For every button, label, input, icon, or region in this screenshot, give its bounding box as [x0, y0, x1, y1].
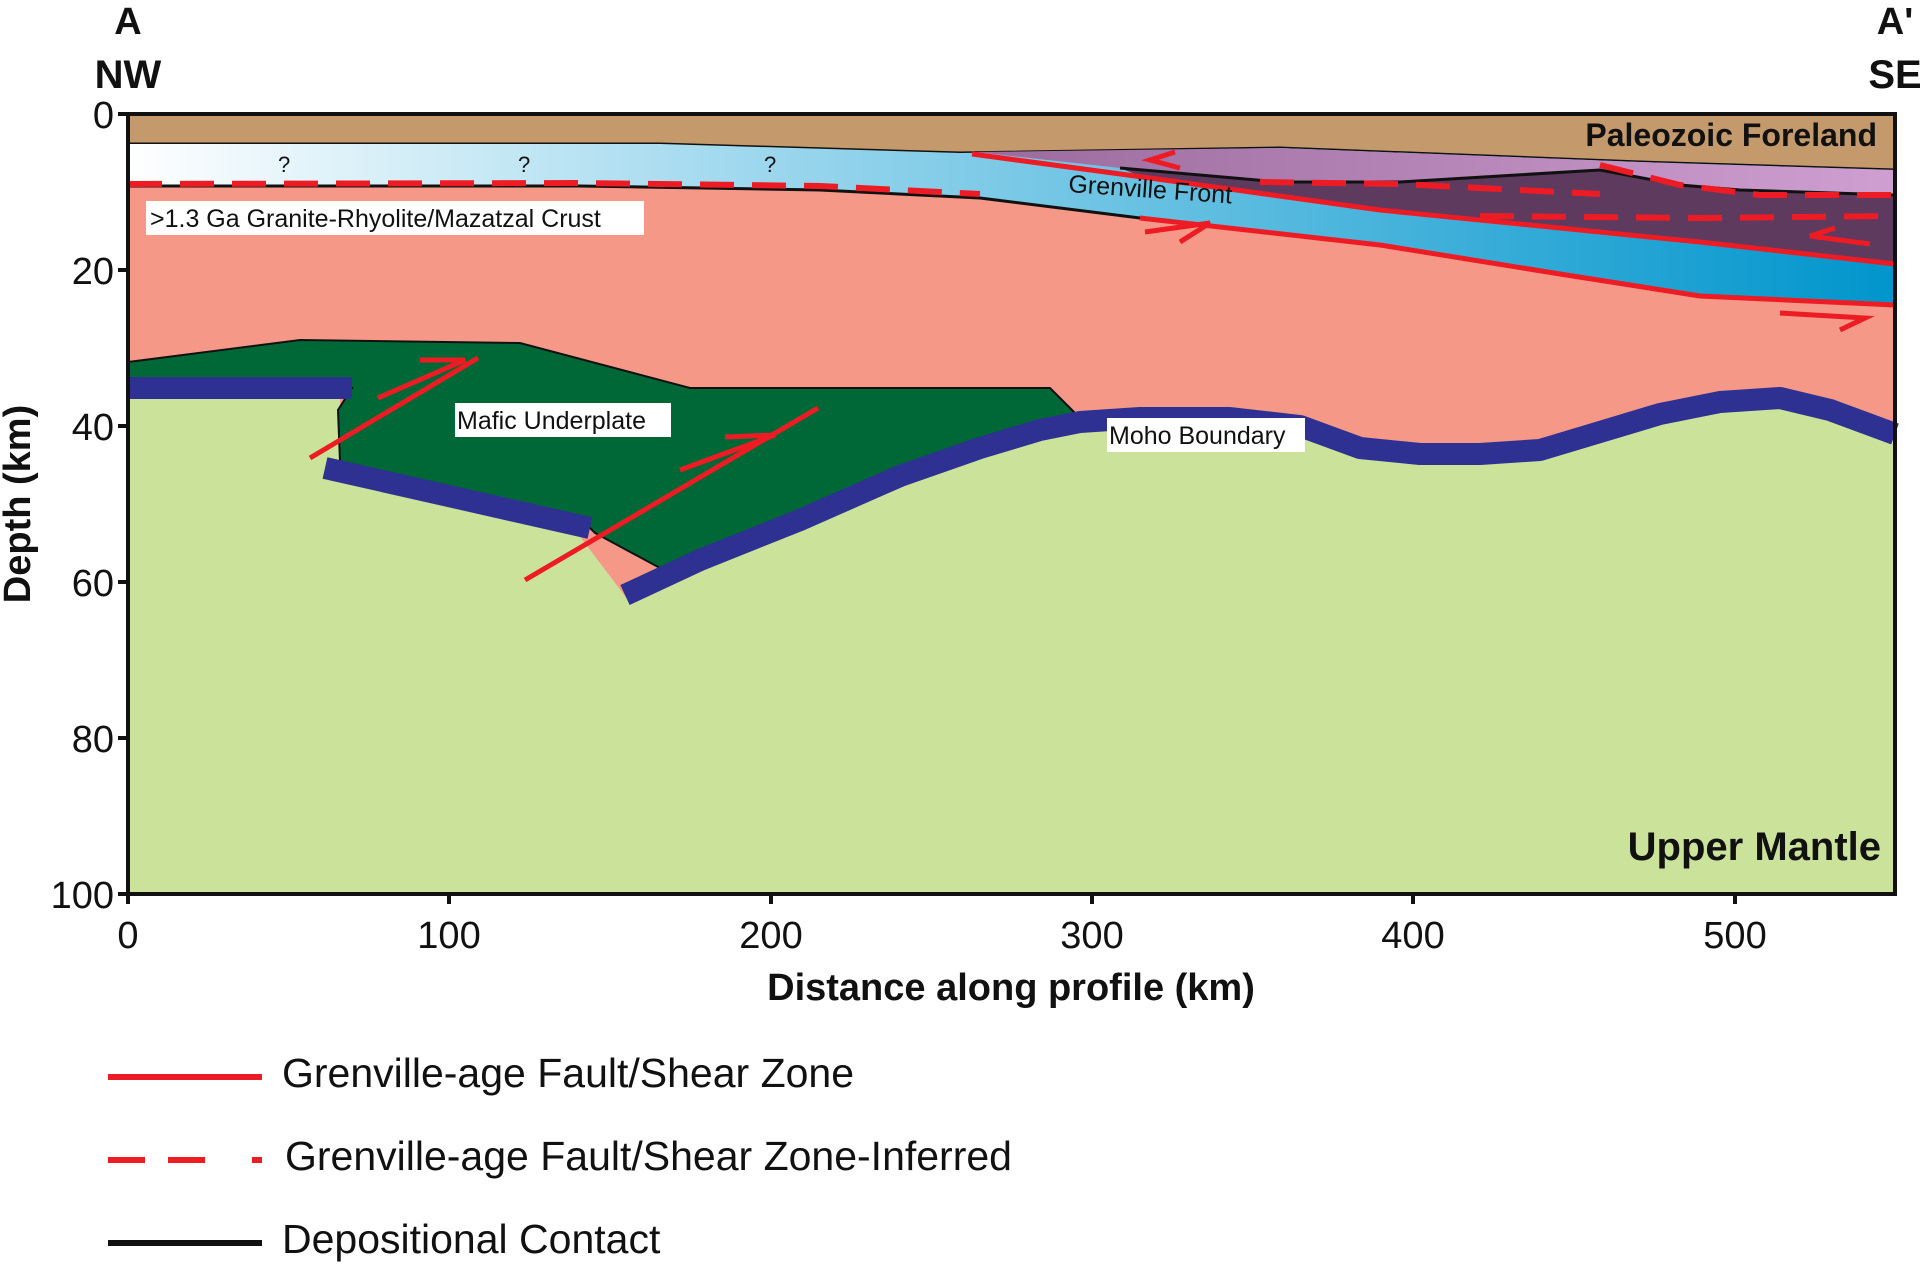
x-tick-label: 0 — [117, 915, 138, 957]
legend-label-fault-inferred: Grenville-age Fault/Shear Zone-Inferred — [285, 1133, 1012, 1179]
shear-sense-arrows — [376, 149, 1875, 473]
x-tick-label: 100 — [417, 915, 480, 957]
moho-label-box — [1107, 418, 1305, 452]
upper-thrust-sheet-region — [975, 148, 1895, 195]
crust-label-box — [146, 201, 644, 235]
crust-label: >1.3 Ga Granite-Rhyolite/Mazatzal Crust — [150, 205, 601, 233]
unknown-mark: ? — [278, 152, 290, 177]
moho-label: Moho Boundary — [1109, 422, 1286, 450]
moho-boundary — [128, 377, 1899, 605]
x-tick-label: 200 — [739, 915, 802, 957]
x-axis-label: Distance along profile (km) — [767, 967, 1255, 1009]
profile-end-direction: SE — [1868, 53, 1920, 97]
x-axis — [126, 894, 1737, 904]
y-tick-label: 60 — [72, 563, 114, 605]
y-tick-label: 20 — [72, 251, 114, 293]
profile-end-label: A' — [1877, 1, 1913, 43]
mafic-underplate-label-box — [455, 403, 671, 437]
unknown-mark: ? — [518, 152, 530, 177]
plot-frame — [126, 112, 1897, 896]
y-tick-label: 40 — [72, 407, 114, 449]
y-tick-label: 100 — [51, 875, 114, 917]
mafic-underplate-label: Mafic Underplate — [457, 407, 646, 435]
x-tick-label: 400 — [1381, 915, 1444, 957]
legend-label-contact: Depositional Contact — [282, 1216, 661, 1262]
legend-label-fault: Grenville-age Fault/Shear Zone — [282, 1050, 854, 1096]
legend: Grenville-age Fault/Shear Zone Grenville… — [108, 1050, 1012, 1262]
y-axis-label: Depth (km) — [0, 405, 39, 603]
x-tick-label: 500 — [1703, 915, 1766, 957]
unknown-mark: ? — [764, 152, 776, 177]
inferred-faults — [127, 162, 1896, 222]
y-axis — [118, 112, 128, 896]
y-tick-label: 80 — [72, 719, 114, 761]
profile-start-direction: NW — [95, 53, 162, 97]
profile-start-label: A — [114, 1, 141, 43]
x-tick-label: 300 — [1060, 915, 1123, 957]
y-tick-label: 0 — [93, 95, 114, 137]
upper-mantle-label: Upper Mantle — [1628, 825, 1881, 869]
paleozoic-foreland-label: Paleozoic Foreland — [1585, 117, 1877, 153]
